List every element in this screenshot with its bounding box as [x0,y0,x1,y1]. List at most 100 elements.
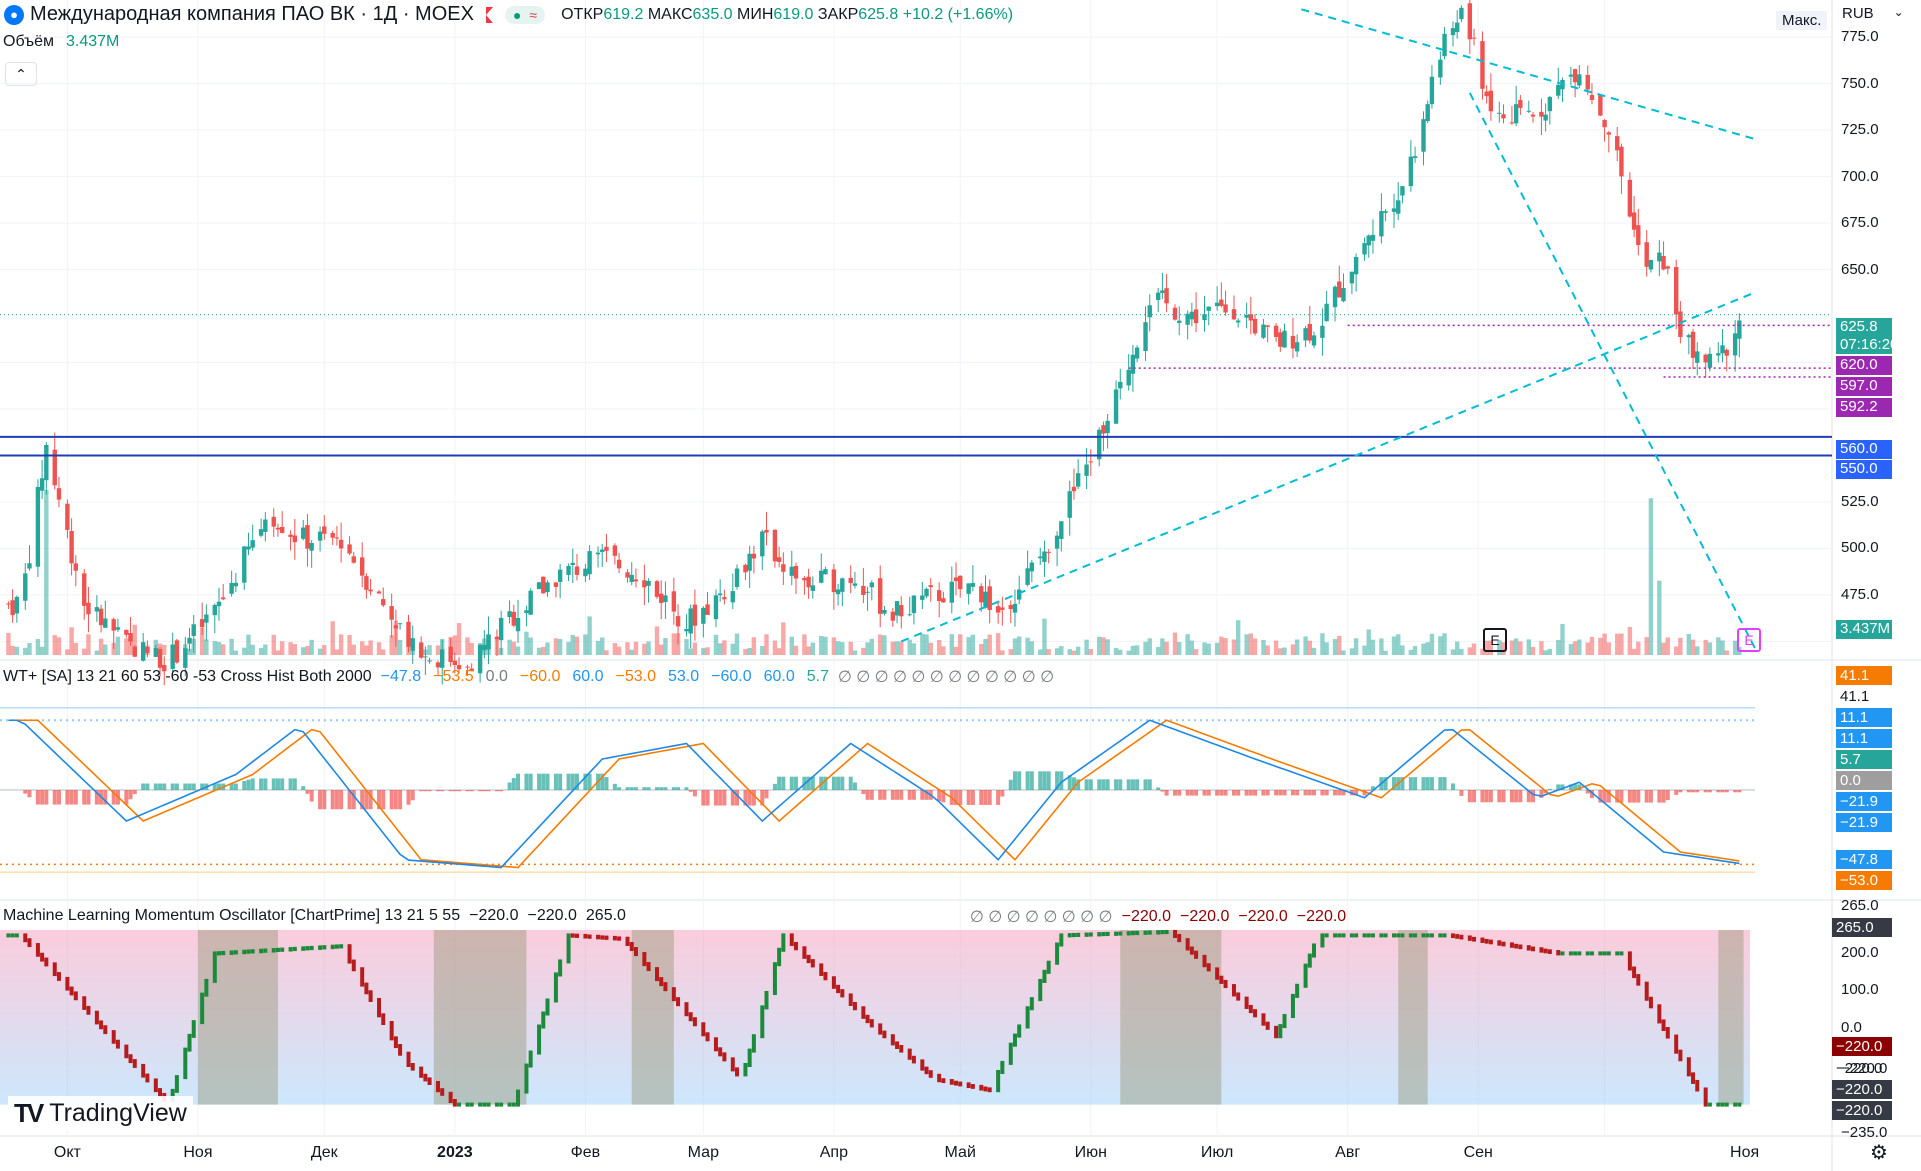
wt-hist-bar [259,778,264,790]
ml-bar [1661,1019,1666,1031]
wt-legend-value: −47.8 [380,668,422,685]
wt-hist-bar [242,780,247,790]
wt-hist-bar [86,790,91,805]
candle-body [701,607,706,624]
ml-bar [1480,937,1485,943]
ml-indicator-name[interactable]: Machine Learning Momentum Oscillator [Ch… [3,907,461,924]
volume-bar [1075,646,1081,655]
candle-body [233,582,239,587]
ml-bar [1333,933,1338,938]
ml-bar [1657,1004,1662,1024]
ml-bar [1573,951,1578,956]
ml-bar [1413,933,1418,938]
ml-bar [1278,1024,1283,1039]
wt-hist-bar [852,782,857,790]
ml-bar [423,1073,428,1082]
candle-body [536,582,542,589]
ml-bar [743,1063,748,1077]
ml-bar [1244,996,1249,1009]
ml-bar [40,952,45,962]
ml-tick-label: 0.0 [1841,1019,1862,1036]
candle-body [1311,335,1317,346]
wt-hist-bar [558,773,563,790]
wt-hist-bar [27,790,32,798]
volume-bar [82,648,87,655]
wt-hist-bar [65,790,70,805]
wt-axis-tag: −47.8 [1836,850,1892,869]
candle-body [1737,320,1742,339]
candle-body [1657,252,1662,262]
candle-body [663,595,668,603]
collapse-legend-button[interactable]: ⌃ [5,62,37,86]
candle-body [1324,303,1329,322]
volume-bar [1429,633,1435,655]
wt-hist-bar [1606,790,1611,803]
wt-hist-bar [1290,790,1295,796]
wt-hist-bar [275,778,280,790]
earnings-marker-upcoming[interactable]: E [1737,628,1761,652]
earnings-marker[interactable]: E [1483,628,1507,652]
wt-hist-bar [760,790,765,806]
volume-bar [1606,642,1612,655]
volume-bar [583,634,588,655]
wt-hist-bar [1215,790,1220,796]
market-status-pill[interactable]: ● ≈ [504,5,546,24]
flag-icon[interactable] [485,6,493,23]
price-tag: 620.0 [1836,356,1892,375]
ml-bar [920,1059,925,1071]
settings-gear-icon[interactable]: ⚙ [1870,1142,1888,1164]
wt2-line [8,719,1740,869]
ml-bar [676,997,681,1007]
candle-body [334,537,340,539]
ml-bar [452,1099,457,1107]
wt-hist-bar [890,790,895,800]
volume-bar [204,639,209,655]
wt-hist-bar [1438,777,1443,790]
volume-bar [1282,647,1287,655]
volume-bar [271,634,276,655]
candle-body [760,531,765,557]
ml-bar [1143,930,1148,935]
wt-hist-bar [1202,790,1207,796]
volume-label[interactable]: Объём [3,33,54,50]
volume-bar [10,645,15,655]
ml-bar [966,1082,971,1089]
candle-body [515,617,521,632]
price-tag-value: 620.0 [1840,356,1878,373]
wt-hist-bar [1480,790,1485,803]
max-button[interactable]: Макс. [1776,11,1828,30]
ml-bar [1261,1013,1266,1026]
volume-bar [448,636,453,655]
symbol-title[interactable]: Международная компания ПАО ВК · 1Д · MOE… [30,3,474,25]
candle-body [301,527,306,539]
candle-body [65,503,70,531]
volume-bar [810,642,816,655]
wt-hist-bar [1615,790,1620,803]
wt-indicator-name[interactable]: WT+ [SA] 13 21 60 53 -60 -53 Cross Hist … [3,668,372,685]
symbol-logo-icon[interactable]: ● [4,4,24,25]
wt-hist-bar [52,790,57,805]
wt-hist-bar [751,790,756,806]
currency-selector[interactable]: RUB ⌄ [1842,5,1904,22]
ml-tail-2: −220.0 [1180,908,1230,925]
wt-hist-bar [1231,790,1236,796]
ml-bar [1674,1034,1679,1054]
wt-hist-bar [1029,771,1034,790]
ml-background-band [0,930,1750,1105]
volume-bar [747,647,752,655]
candle-body [1084,464,1089,476]
volume-bar [288,642,293,655]
ml-bar [1017,1024,1022,1038]
ml-bar [996,1069,1001,1093]
wt-hist-bar [69,790,74,805]
ml-bar [1644,981,1649,1001]
ml-bar [730,1057,735,1072]
tradingview-logo[interactable]: TV TradingView [8,1096,193,1131]
volume-bar [1054,648,1060,655]
wt-hist-bar [183,783,188,790]
ml-bar [364,982,369,995]
ml-bar [802,946,807,959]
ml-bar [1632,966,1637,979]
candle-body [1695,351,1700,363]
